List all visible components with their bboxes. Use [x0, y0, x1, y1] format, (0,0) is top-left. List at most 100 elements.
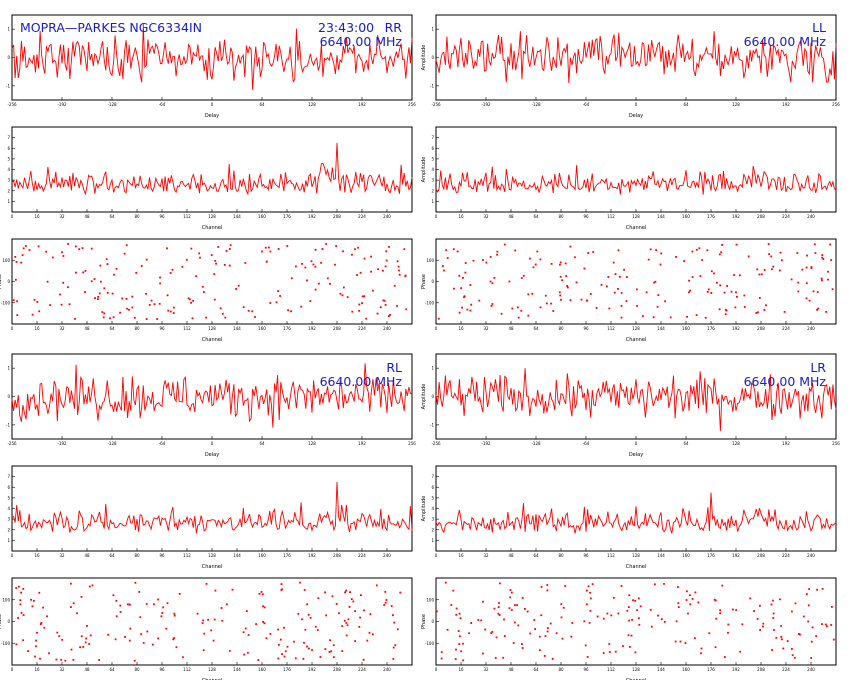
rr-phase-point	[166, 247, 168, 250]
ll-phase-point	[801, 268, 804, 271]
rr-phase-point	[33, 298, 36, 301]
rr-phase-point	[385, 259, 388, 262]
rr-phase-ytick-label: -100	[1, 300, 11, 305]
ll-phase-point	[500, 312, 503, 315]
lr-phase-point	[663, 621, 666, 623]
lr-phase-point	[807, 620, 810, 623]
rr-phase-point	[150, 299, 153, 302]
rr-phase-point	[261, 250, 263, 253]
lr-phase-xlabel: Channel	[626, 678, 647, 680]
rr-phase-point	[228, 248, 231, 250]
ll-phase-point	[496, 253, 498, 256]
ll-delay-xlabel: Delay	[629, 113, 643, 119]
rl-phase-point	[330, 650, 333, 653]
lr-phase-point	[808, 588, 810, 590]
lr-phase-point	[713, 598, 716, 601]
rl-phase-point	[258, 593, 261, 595]
rr-phase-xtick-label: 208	[333, 326, 341, 331]
ll-channel-xtick-label: 144	[657, 214, 665, 219]
lr-phase-point	[606, 612, 609, 615]
rr-channel-ytick-label: 3	[7, 178, 10, 183]
rr-phase-point	[126, 307, 129, 310]
ll-delay-xtick-label: 192	[782, 102, 790, 107]
rr-phase-point	[148, 304, 151, 306]
rl-phase-point	[55, 658, 58, 661]
rr-phase-point	[320, 261, 322, 264]
rl-phase-point	[129, 627, 132, 630]
pol-label-lr: LR	[810, 360, 826, 375]
ll-phase-point	[718, 253, 721, 256]
rr-phase-xtick-label: 80	[134, 326, 140, 331]
rl-phase-point	[286, 645, 289, 648]
rl-phase-xtick-label: 0	[11, 667, 14, 672]
rr-delay-xtick-label: 192	[358, 102, 366, 107]
rl-phase-point	[126, 603, 129, 606]
header-labels: MOPRA—PARKES NGC6334IN 23:43:00 RR 6640.…	[20, 20, 826, 389]
rl-phase-point	[38, 591, 41, 594]
rl-phase-point	[263, 606, 266, 609]
rl-phase-point	[18, 585, 20, 588]
rr-phase-point	[131, 306, 134, 309]
rr-phase-point	[140, 265, 143, 267]
ll-phase-point	[461, 306, 463, 309]
rr-phase-point	[351, 310, 354, 313]
rr-phase-xtick-label: 240	[383, 326, 391, 331]
rl-phase-point	[139, 616, 142, 619]
panel-grid: -256 -192 -128 -64 0 64 128 192 256-101Delay-256…	[0, 14, 840, 680]
rr-phase-point	[275, 301, 278, 304]
rr-delay-ytick-label: 0	[7, 55, 10, 60]
rl-phase-point	[212, 639, 215, 642]
rl-channel-ytick-label: 7	[7, 474, 10, 479]
rl-phase-point	[359, 616, 361, 619]
ll-phase-point	[820, 277, 823, 280]
lr-phase-point	[719, 612, 721, 615]
lr-phase-point	[477, 619, 480, 621]
lr-phase-point	[490, 632, 493, 635]
lr-delay-xtick-label: 0	[635, 441, 638, 446]
rr-phase-point	[97, 295, 99, 298]
lr-channel-panel: 0 16 32 48 64 80 96 112 128 144 160 176 192 208 224 240…	[421, 465, 837, 570]
rr-phase-point	[171, 268, 174, 271]
lr-phase-point	[627, 634, 630, 637]
rr-phase-point	[46, 280, 49, 283]
lr-phase-point	[727, 631, 729, 634]
rr-phase-point	[198, 252, 201, 255]
lr-channel-xtick-label: 160	[682, 553, 690, 558]
ll-phase-point	[587, 252, 590, 254]
ll-channel-xtick-label: 80	[558, 214, 564, 219]
ll-phase-point	[564, 262, 567, 265]
ll-phase-point	[534, 263, 537, 266]
ll-phase-point	[686, 315, 688, 318]
lr-phase-point	[627, 606, 630, 608]
lr-phase-point	[675, 620, 678, 623]
ll-phase-point	[688, 279, 690, 282]
ll-phase-point	[612, 261, 615, 264]
ll-phase-point	[810, 266, 813, 268]
rl-phase-point	[221, 619, 224, 622]
rr-phase-point	[16, 314, 19, 316]
ll-phase-ytick-label: -100	[425, 300, 435, 305]
lr-phase-point	[700, 647, 703, 650]
rl-phase-point	[265, 637, 268, 640]
lr-phase-point	[468, 632, 470, 635]
rr-phase-point	[393, 284, 396, 287]
rr-phase-point	[101, 311, 104, 313]
lr-phase-point	[832, 638, 835, 641]
lr-phase-point	[756, 618, 759, 620]
rl-phase-point	[247, 651, 249, 654]
lr-phase-point	[586, 656, 589, 658]
lr-phase-point	[549, 622, 552, 625]
lr-phase-point	[689, 594, 691, 597]
rr-channel-xtick-label: 208	[333, 214, 341, 219]
ll-phase-xtick-label: 0	[435, 326, 438, 331]
lr-delay-xtick-label: -256	[431, 441, 441, 446]
lr-phase-point	[762, 622, 765, 625]
ll-phase-point	[747, 255, 750, 258]
ll-phase-point	[734, 306, 737, 309]
ll-phase-point	[755, 312, 758, 314]
ll-phase-point	[699, 275, 702, 277]
rl-phase-point	[283, 655, 286, 658]
ll-phase-point	[560, 298, 562, 301]
rr-phase-point	[290, 277, 293, 280]
rl-phase-point	[225, 603, 228, 606]
